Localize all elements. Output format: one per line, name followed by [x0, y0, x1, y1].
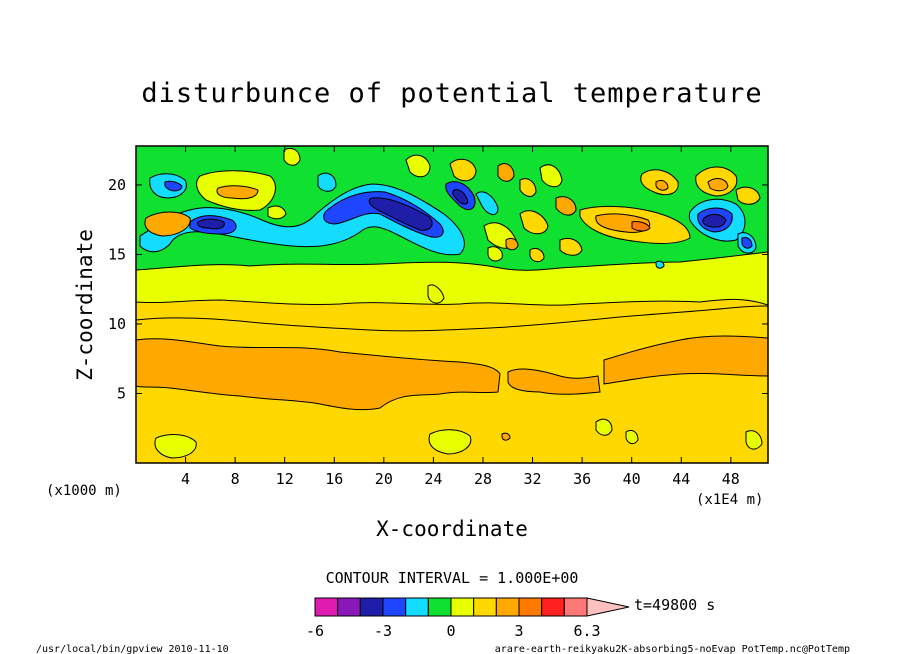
colorbar-swatch — [518, 597, 543, 617]
footer-left: /usr/local/bin/gpview 2010-11-10 — [36, 644, 229, 654]
y-tick-label: 20 — [108, 176, 126, 194]
time-label: t=49800 s — [634, 596, 715, 614]
x-tick-label: 16 — [325, 470, 343, 488]
colorbar-swatch — [382, 597, 407, 617]
colorbar-tick-label: -6 — [306, 622, 324, 640]
y-axis: 5 10 15 20 — [108, 176, 768, 402]
x-unit-right: (x1E4 m) — [696, 492, 763, 508]
chart-title: disturbunce of potential temperature — [141, 78, 762, 109]
colorbar-tick-label: 3 — [514, 622, 523, 640]
x-tick-label: 32 — [524, 470, 542, 488]
field-band-orange-east — [603, 335, 768, 385]
y-tick-label: 15 — [108, 245, 126, 263]
colorbar-ticks: -6 -3 0 3 6.3 — [306, 622, 601, 640]
x-axis-label: X-coordinate — [376, 517, 528, 541]
x-tick-label: 8 — [231, 470, 240, 488]
colorbar — [314, 597, 630, 617]
x-unit-left: (x1000 m) — [46, 483, 122, 499]
colorbar-tick-label: 0 — [446, 622, 455, 640]
colorbar-tick-label: 6.3 — [573, 622, 600, 640]
colorbar-swatch — [495, 597, 520, 617]
disturbance-waves — [139, 147, 761, 304]
field-band-orange — [136, 338, 501, 411]
colorbar-extend-triangle — [586, 597, 630, 617]
colorbar-tick-label: -3 — [374, 622, 392, 640]
plot-frame — [135, 145, 769, 464]
colorbar-swatch — [337, 597, 361, 617]
field-band-upper-green — [136, 146, 768, 282]
colorbar-swatch — [473, 597, 497, 617]
y-tick-label: 10 — [108, 315, 126, 333]
colorbar-swatch — [405, 597, 429, 617]
contour-field — [136, 146, 768, 463]
x-tick-label: 24 — [424, 470, 442, 488]
x-tick-label: 12 — [276, 470, 294, 488]
x-tick-label: 20 — [375, 470, 393, 488]
colorbar-swatch — [563, 597, 588, 617]
x-tick-label: 28 — [474, 470, 492, 488]
x-tick-label: 36 — [573, 470, 591, 488]
colorbar-swatch — [450, 597, 475, 617]
y-axis-label: Z-coordinate — [73, 229, 97, 381]
contour-interval: CONTOUR INTERVAL = 1.000E+00 — [326, 569, 579, 587]
colorbar-swatch — [427, 597, 452, 617]
x-tick-label: 48 — [722, 470, 740, 488]
x-axis: 4 8 12 16 20 24 28 32 36 40 44 48 — [181, 146, 740, 488]
x-tick-label: 4 — [181, 470, 190, 488]
footer-right: arare-earth-reikyaku2K-absorbing5-noEvap… — [495, 644, 850, 654]
y-tick-label: 5 — [117, 384, 126, 402]
colorbar-swatch — [359, 597, 384, 617]
x-tick-label: 44 — [672, 470, 690, 488]
colorbar-swatch — [314, 597, 339, 617]
x-tick-label: 40 — [623, 470, 641, 488]
colorbar-swatch — [541, 597, 565, 617]
